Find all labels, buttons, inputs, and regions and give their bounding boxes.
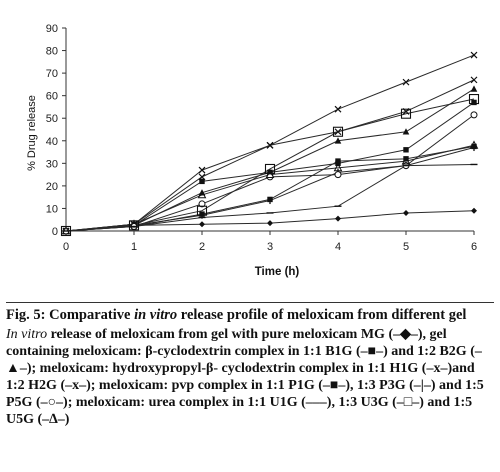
series-line-b1g xyxy=(65,102,475,232)
marker-u5g xyxy=(469,140,479,149)
caption-figure-label: Fig. 5: xyxy=(6,307,46,323)
y-tick-label: 80 xyxy=(46,46,58,58)
caption-title-italic: in vitro xyxy=(134,307,178,323)
marker-h2g xyxy=(334,128,342,136)
x-tick-label: 5 xyxy=(403,241,409,253)
marker-u3g xyxy=(264,163,276,175)
marker-p1g xyxy=(403,156,409,162)
marker-u5g xyxy=(197,190,207,199)
series-lines xyxy=(65,54,475,232)
marker-b1g xyxy=(403,147,409,153)
y-tick-label: 10 xyxy=(46,203,58,215)
marker-p5g xyxy=(470,111,478,119)
figure-caption: Fig. 5: Comparative in vitro release pro… xyxy=(6,302,494,428)
caption-body-text: release of meloxicam from gel with pure … xyxy=(6,326,484,427)
marker-p5g xyxy=(334,171,342,179)
y-tick-label: 70 xyxy=(46,68,58,80)
marker-h2g xyxy=(266,141,274,149)
marker-u5g xyxy=(129,219,139,228)
marker-u5g xyxy=(61,226,71,235)
x-tick-label: 0 xyxy=(63,241,69,253)
x-tick-label: 2 xyxy=(199,241,205,253)
marker-u5g xyxy=(401,156,411,165)
caption-title: Fig. 5: Comparative in vitro release pro… xyxy=(6,307,494,325)
marker-u3g xyxy=(332,126,344,137)
x-tick-label: 3 xyxy=(267,241,273,253)
marker-mg xyxy=(403,209,409,216)
series-line-u5g xyxy=(65,144,475,232)
x-tick-label: 1 xyxy=(131,241,137,253)
marker-h1g xyxy=(402,78,410,86)
marker-h2g xyxy=(198,173,206,181)
marker-b1g xyxy=(471,99,477,106)
marker-b1g xyxy=(199,178,205,185)
marker-b2g xyxy=(402,128,410,135)
marker-mg xyxy=(199,221,205,228)
marker-mg xyxy=(471,207,477,214)
marker-u5g xyxy=(265,169,275,179)
marker-h1g xyxy=(470,51,478,59)
caption-body: In vitro release of meloxicam from gel w… xyxy=(6,326,494,428)
series-line-h1g xyxy=(65,54,475,232)
caption-title-post: release profile of meloxicam from differ… xyxy=(180,307,467,323)
marker-p1g xyxy=(335,158,341,164)
marker-u3g xyxy=(400,108,412,119)
marker-p5g xyxy=(198,200,206,208)
y-tick-label: 60 xyxy=(46,91,58,103)
x-axis-title: Time (h) xyxy=(255,266,300,278)
y-tick-label: 20 xyxy=(46,181,58,193)
x-tick-label: 4 xyxy=(335,241,341,253)
caption-title-pre: Comparative xyxy=(49,307,131,323)
marker-b2g xyxy=(470,85,478,92)
marker-h1g xyxy=(198,166,206,174)
marker-mg xyxy=(267,220,273,227)
marker-mg xyxy=(335,215,341,222)
y-tick-label: 30 xyxy=(46,158,58,170)
marker-u5g xyxy=(333,162,343,172)
marker-u3g xyxy=(196,205,208,216)
caption-body-italic: In vitro xyxy=(6,326,48,342)
y-tick-label: 50 xyxy=(46,113,58,125)
marker-h1g xyxy=(334,105,342,113)
x-tick-label: 6 xyxy=(471,241,477,253)
y-tick-label: 40 xyxy=(46,136,58,148)
axes: 0 10 20 30 40 50 60 70 80 90 0 1 2 3 4 5 6 xyxy=(46,23,477,253)
series-line-h2g xyxy=(65,79,475,232)
caption-divider xyxy=(6,302,494,303)
marker-u3g xyxy=(468,94,480,105)
marker-h2g xyxy=(470,76,478,84)
y-tick-label: 90 xyxy=(46,23,58,35)
release-profile-chart: 0 10 20 30 40 50 60 70 80 90 0 1 2 3 4 5 6 Time (h) % Dr… xyxy=(26,23,480,278)
y-axis-title: % Drug release xyxy=(26,95,38,171)
y-tick-label: 0 xyxy=(52,226,58,238)
series-markers xyxy=(60,51,480,237)
chart-canvas: 0 10 20 30 40 50 60 70 80 90 0 1 2 3 4 5 6 Time (h) % Dr… xyxy=(26,23,480,278)
marker-b2g xyxy=(334,137,342,144)
